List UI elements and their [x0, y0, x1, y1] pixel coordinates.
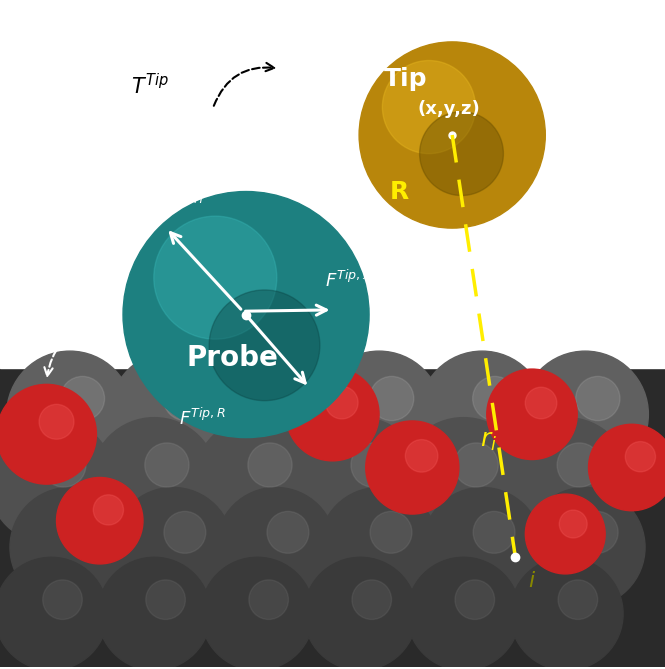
Circle shape: [213, 351, 339, 478]
Circle shape: [61, 511, 103, 553]
Circle shape: [110, 351, 236, 478]
Circle shape: [454, 443, 498, 487]
Circle shape: [420, 112, 503, 195]
Circle shape: [525, 488, 645, 607]
Circle shape: [316, 351, 442, 478]
Circle shape: [194, 417, 321, 544]
Circle shape: [123, 191, 369, 438]
Circle shape: [319, 488, 439, 607]
Circle shape: [525, 387, 557, 419]
Text: $F^{Surf}$: $F^{Surf}$: [166, 193, 207, 215]
Circle shape: [589, 424, 665, 510]
Circle shape: [93, 495, 124, 525]
Circle shape: [503, 417, 630, 544]
Text: (x,y,z): (x,y,z): [418, 100, 480, 118]
Circle shape: [43, 580, 82, 619]
Circle shape: [39, 404, 74, 440]
Circle shape: [146, 580, 186, 619]
Circle shape: [145, 443, 189, 487]
Text: i: i: [529, 571, 535, 591]
Circle shape: [154, 216, 277, 339]
Circle shape: [473, 377, 517, 421]
Circle shape: [267, 377, 311, 421]
Circle shape: [525, 494, 605, 574]
Circle shape: [216, 488, 336, 607]
Circle shape: [248, 443, 292, 487]
Bar: [0, 368, 665, 667]
Circle shape: [42, 443, 86, 487]
Circle shape: [559, 510, 587, 538]
Circle shape: [113, 488, 233, 607]
Circle shape: [351, 443, 395, 487]
Circle shape: [98, 557, 211, 669]
Circle shape: [286, 368, 379, 461]
Text: $T^{Tip}$: $T^{Tip}$: [131, 72, 168, 98]
Circle shape: [304, 557, 417, 669]
Circle shape: [558, 580, 598, 619]
Circle shape: [267, 511, 309, 553]
Circle shape: [406, 440, 438, 472]
Circle shape: [487, 369, 577, 460]
Circle shape: [522, 351, 648, 478]
Circle shape: [370, 511, 412, 553]
Circle shape: [7, 351, 133, 478]
Circle shape: [352, 580, 392, 619]
Circle shape: [209, 290, 320, 401]
Text: $F^{Tip, xy}$: $F^{Tip, xy}$: [325, 270, 380, 291]
Circle shape: [91, 417, 217, 544]
Circle shape: [10, 488, 130, 607]
Circle shape: [407, 557, 520, 669]
Text: Tip: Tip: [384, 67, 428, 91]
Circle shape: [455, 580, 495, 619]
Circle shape: [0, 417, 114, 544]
Text: $T^{Surf}$: $T^{Surf}$: [27, 287, 68, 308]
Circle shape: [57, 478, 143, 564]
Circle shape: [576, 377, 620, 421]
Circle shape: [0, 557, 108, 669]
Circle shape: [201, 557, 314, 669]
Circle shape: [400, 417, 527, 544]
Circle shape: [164, 511, 206, 553]
Circle shape: [326, 387, 358, 419]
Text: $r_i$: $r_i$: [480, 429, 497, 453]
Circle shape: [422, 488, 542, 607]
Circle shape: [382, 60, 475, 154]
Circle shape: [61, 377, 104, 421]
Text: $F^{Tip, R}$: $F^{Tip, R}$: [180, 407, 226, 429]
Circle shape: [625, 442, 656, 472]
Text: R: R: [390, 179, 408, 203]
Circle shape: [557, 443, 601, 487]
Text: Probe: Probe: [187, 344, 279, 371]
Bar: [0, 2, 665, 368]
Circle shape: [359, 42, 545, 228]
Circle shape: [576, 511, 618, 553]
Circle shape: [366, 421, 459, 514]
Circle shape: [510, 557, 623, 669]
Circle shape: [297, 417, 424, 544]
Circle shape: [370, 377, 414, 421]
Circle shape: [473, 511, 515, 553]
Circle shape: [164, 377, 207, 421]
Circle shape: [419, 351, 545, 478]
Circle shape: [249, 580, 289, 619]
Circle shape: [0, 385, 96, 484]
